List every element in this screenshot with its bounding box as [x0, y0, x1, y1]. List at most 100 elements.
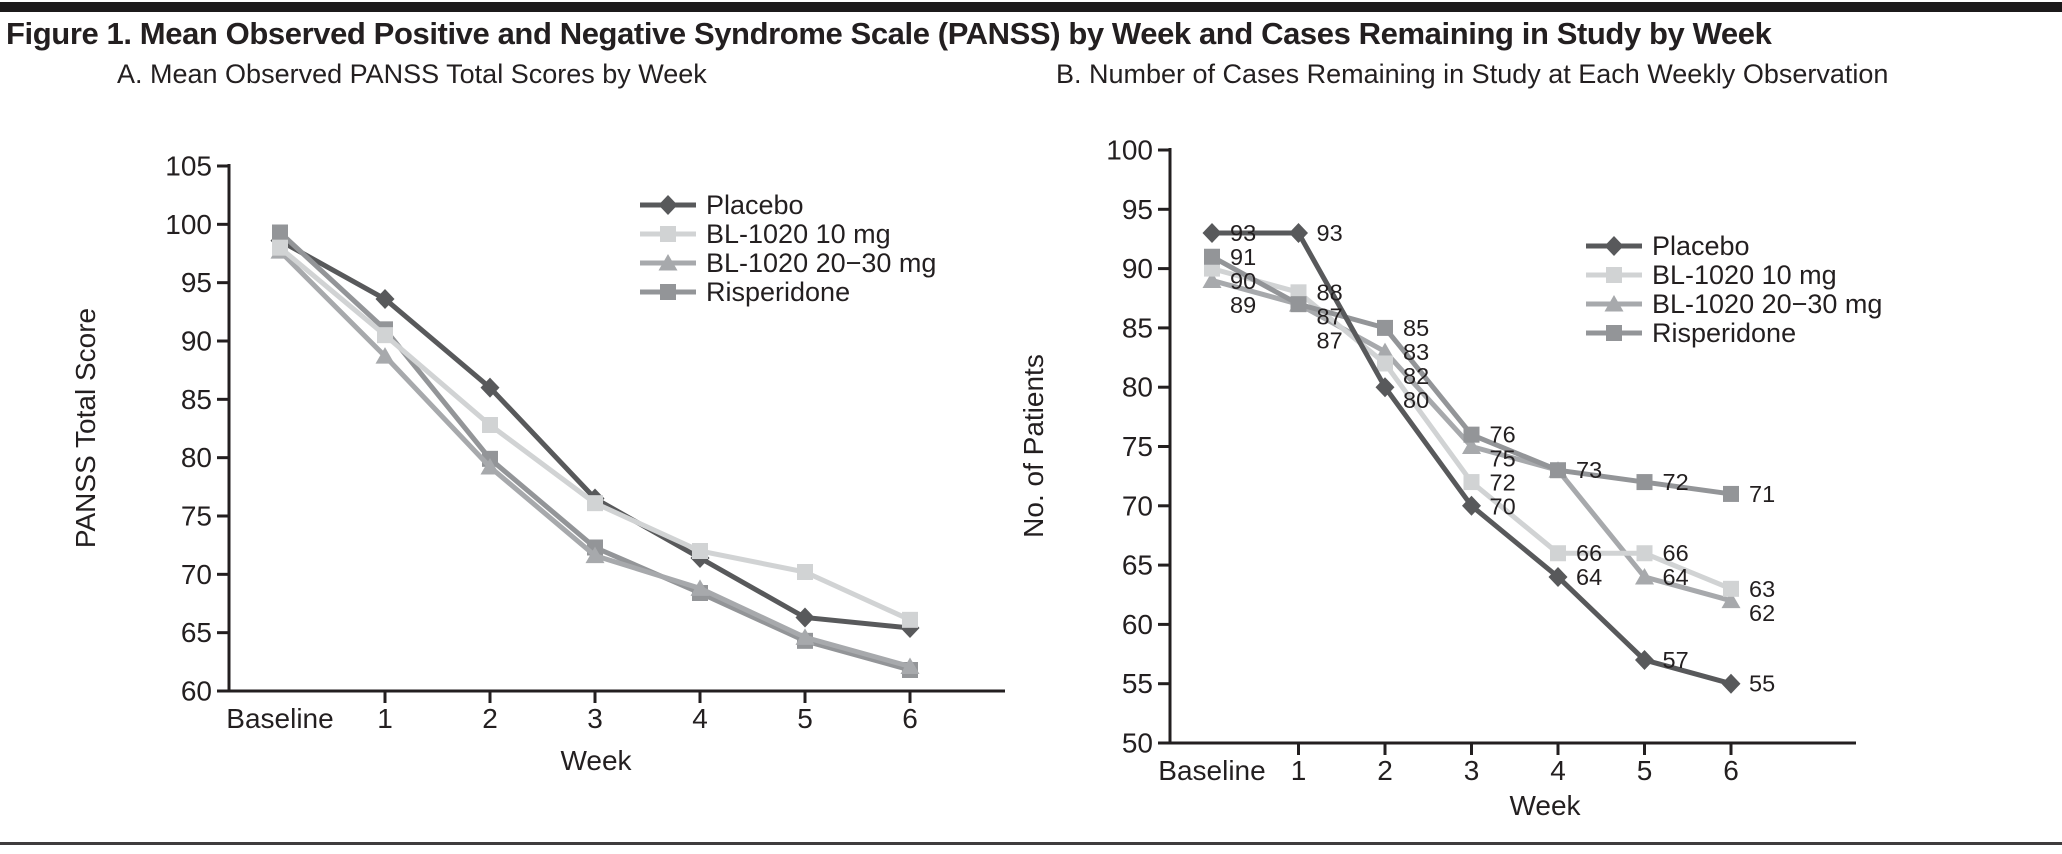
point-label: 76: [1490, 422, 1516, 448]
legend-triangle-marker: [658, 254, 678, 271]
square-marker: [1723, 485, 1739, 502]
x-tick-label: Baseline: [1158, 755, 1265, 786]
square-marker: [1550, 462, 1566, 479]
legend-label: BL-1020 10 mg: [1652, 260, 1837, 290]
legend-triangle-marker: [1604, 295, 1624, 312]
x-axis-title: Week: [560, 745, 632, 776]
legend-item-bl-1020-20-30-mg: BL-1020 20−30 mg: [1586, 289, 1882, 319]
x-tick-label: 4: [1550, 755, 1566, 786]
legend-square-marker: [660, 226, 676, 242]
point-label: 72: [1663, 469, 1689, 495]
y-tick-label: 65: [1122, 550, 1153, 581]
series-line-bl-1020-20-30-mg: [278, 249, 911, 669]
point-label: 85: [1403, 315, 1429, 341]
top-rule-bar: [0, 2, 2062, 12]
legend-item-placebo: Placebo: [640, 190, 804, 220]
legend-diamond-marker: [1604, 236, 1624, 256]
point-label: 57: [1663, 647, 1689, 673]
y-tick-label: 90: [181, 326, 212, 357]
series-markers-placebo: [1202, 223, 1741, 694]
square-marker: [377, 327, 393, 344]
y-tick-label: 80: [181, 442, 212, 473]
y-tick-label: 85: [1122, 312, 1153, 343]
y-tick-label: 50: [1122, 728, 1153, 759]
legend-square-marker: [660, 284, 676, 300]
point-label: 73: [1576, 457, 1602, 483]
x-tick-label: 6: [1723, 755, 1739, 786]
legend-item-bl-1020-20-30-mg: BL-1020 20−30 mg: [640, 248, 936, 278]
figure-title: Figure 1. Mean Observed Positive and Neg…: [6, 16, 1772, 51]
diamond-marker: [480, 377, 500, 398]
legend-item-bl-1020-10-mg: BL-1020 10 mg: [640, 219, 891, 249]
legend-label: BL-1020 20−30 mg: [706, 248, 936, 278]
point-label: 66: [1576, 540, 1602, 566]
triangle-marker: [585, 546, 605, 564]
diamond-marker: [1202, 223, 1222, 244]
diamond-marker: [1548, 566, 1568, 587]
legend-square-marker: [1606, 325, 1622, 341]
diamond-marker: [375, 289, 395, 309]
point-label: 83: [1403, 339, 1429, 365]
triangle-marker: [1462, 437, 1481, 454]
point-label: 64: [1663, 564, 1689, 590]
point-label: 63: [1749, 576, 1775, 602]
y-tick-label: 75: [1122, 431, 1153, 462]
point-label: 87: [1317, 303, 1343, 329]
y-tick-label: 85: [181, 384, 212, 415]
point-label: 80: [1403, 387, 1429, 413]
point-label: 72: [1490, 470, 1516, 496]
square-marker: [1377, 355, 1393, 372]
square-marker: [587, 495, 603, 512]
point-label: 62: [1749, 600, 1775, 626]
square-marker: [272, 224, 288, 241]
square-marker: [692, 543, 708, 559]
triangle-marker: [900, 657, 920, 674]
y-tick-label: 70: [1122, 490, 1153, 521]
x-tick-label: 3: [587, 703, 603, 734]
y-tick-label: 60: [1122, 609, 1153, 640]
y-tick-label: 55: [1122, 668, 1153, 699]
diamond-marker: [795, 607, 815, 628]
point-label: 90: [1230, 268, 1256, 294]
point-label: 87: [1317, 327, 1343, 353]
legend-item-bl-1020-10-mg: BL-1020 10 mg: [1586, 260, 1837, 290]
point-label: 55: [1749, 671, 1775, 697]
bottom-rule-bar: [0, 842, 2062, 845]
point-label: 75: [1490, 446, 1516, 472]
legend-square-marker: [1606, 267, 1622, 283]
x-tick-label: 2: [482, 703, 498, 734]
legend-label: Risperidone: [706, 277, 850, 307]
square-marker: [482, 417, 498, 433]
square-marker: [1723, 580, 1739, 597]
legend-diamond-marker: [658, 195, 678, 215]
diamond-marker: [1635, 649, 1654, 670]
legend-label: Placebo: [706, 190, 804, 220]
triangle-marker: [375, 347, 395, 364]
legend-label: BL-1020 10 mg: [706, 219, 891, 249]
series-markers-risperidone: [1204, 248, 1739, 502]
point-label: 70: [1490, 494, 1516, 520]
x-axis-title: Week: [1509, 790, 1581, 821]
y-axis-title: PANSS Total Score: [70, 308, 101, 548]
triangle-marker: [795, 628, 815, 645]
x-tick-label: Baseline: [226, 703, 333, 734]
x-tick-label: 1: [1291, 755, 1307, 786]
triangle-marker: [1202, 271, 1222, 288]
point-label: 91: [1230, 244, 1256, 270]
x-tick-label: 4: [692, 703, 708, 734]
y-tick-label: 95: [181, 267, 212, 298]
square-marker: [902, 611, 918, 628]
legend-item-risperidone: Risperidone: [640, 277, 850, 307]
diamond-marker: [1721, 673, 1741, 694]
y-tick-label: 95: [1122, 194, 1153, 225]
square-marker: [1290, 296, 1307, 313]
square-marker: [1204, 248, 1220, 265]
x-tick-label: 2: [1377, 755, 1393, 786]
triangle-marker: [1375, 342, 1395, 360]
y-tick-label: 60: [181, 676, 212, 707]
